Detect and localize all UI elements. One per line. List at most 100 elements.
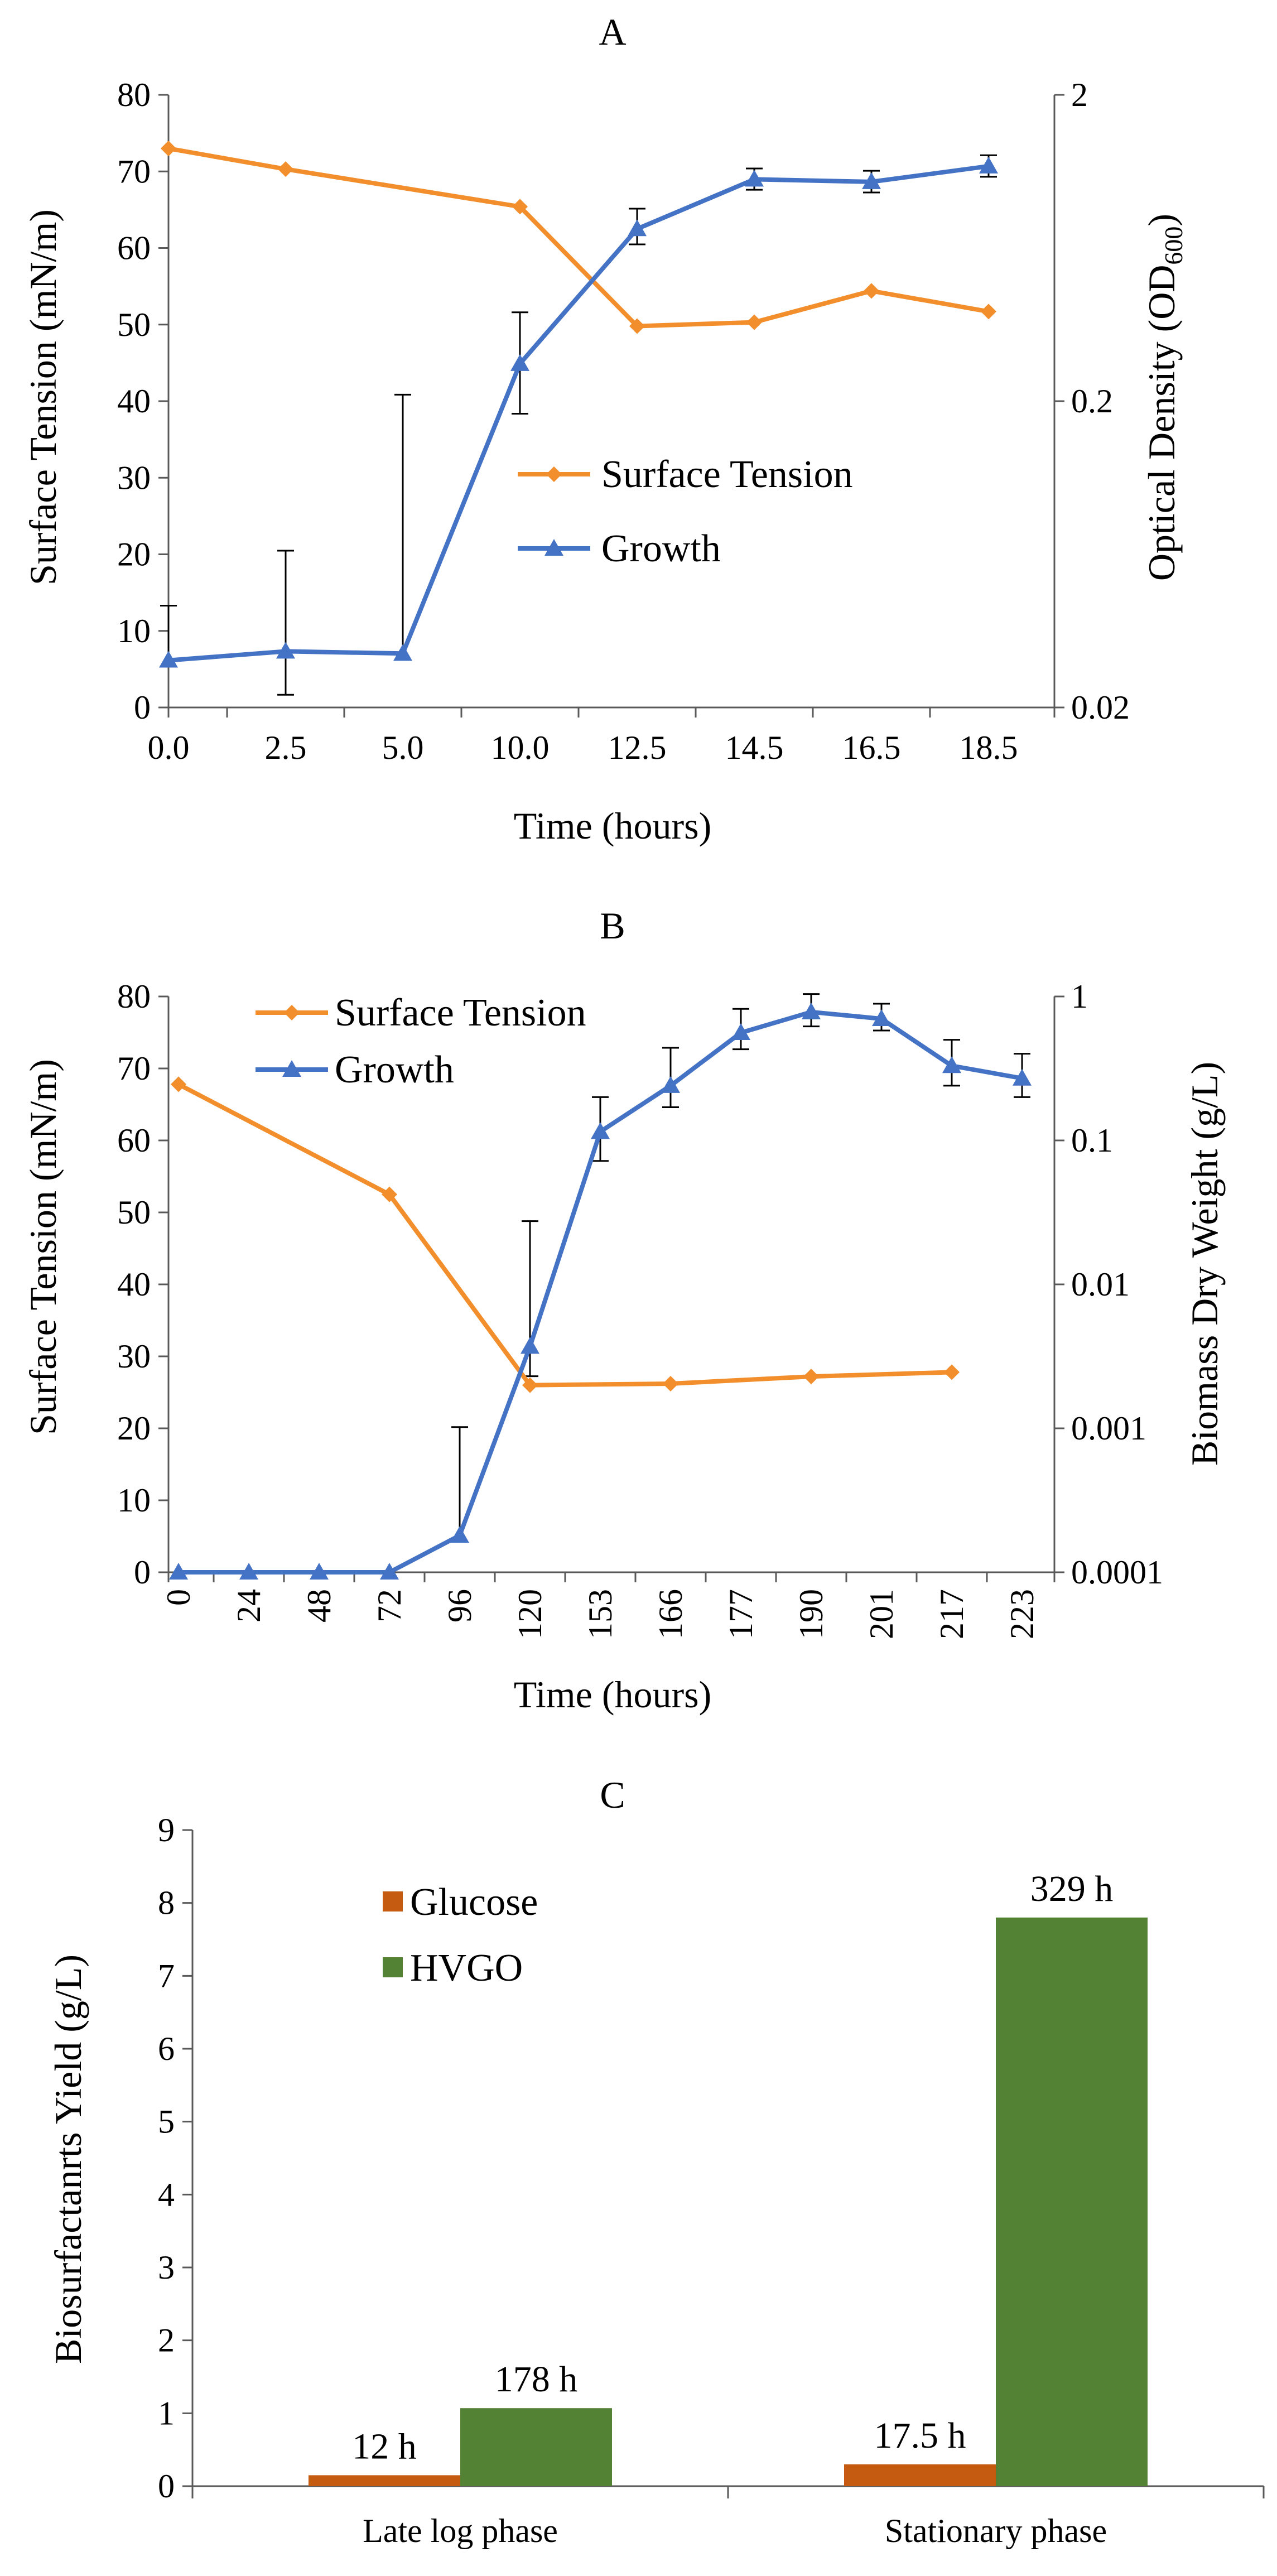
x-tick-label-5-0: 5.0 [382,729,424,766]
y-tick-label-4: 4 [158,2176,175,2213]
surface-tension-point-18-5 [981,304,996,320]
surface-tension-point-0-0 [161,141,176,157]
panel-b-legend-growth: Growth [256,1048,454,1091]
panel-b-y-right-title: Biomass Dry Weight (g/L) [1183,1062,1226,1466]
surface-tension-point-2-5 [278,161,293,177]
surface-tension-point-12-5 [629,318,645,334]
y-right-tick-label-0-001: 0.001 [1071,1410,1146,1447]
x-tick-label-217: 217 [933,1589,970,1639]
x-tick-label-24: 24 [230,1589,267,1622]
legend-swatch-hvgo [383,1957,403,1977]
x-tick-label-0-0: 0.0 [148,729,190,766]
bar-label-hvgo-late-log-phase: 178 h [495,2359,578,2400]
x-tick-label-14-5: 14.5 [725,729,784,766]
panel-a-legend-surface-tension: Surface Tension [518,453,853,496]
y-left-tick-label-50: 50 [117,306,151,343]
growth-line [168,163,989,663]
growth-point-12-5 [628,219,647,237]
y-right-tick-label-0-02: 0.02 [1071,689,1130,726]
y-left-tick-label-10: 10 [117,1482,151,1519]
growth-point-223 [1013,1068,1032,1086]
bar-glucose-late-log-phase [309,2475,460,2486]
growth-point-190 [802,1002,821,1019]
y-tick-label-8: 8 [158,1885,175,1922]
surface-tension-point-120 [522,1377,538,1393]
panel-c-title: C [600,1774,625,1816]
x-tick-label-177: 177 [722,1589,759,1639]
panel-b-left-axis: 0 10 20 30 40 50 60 70 80 [117,978,170,1591]
panel-a-left-axis: 0 10 20 30 40 50 60 70 80 [117,76,170,726]
legend-triangle-marker [544,539,563,556]
surface-tension-point-0 [171,1076,186,1092]
x-tick-label-223: 223 [1004,1589,1040,1639]
growth-point-96 [450,1526,469,1543]
y-right-tick-label-0-0001: 0.0001 [1071,1554,1163,1591]
panel-c-legend-hvgo: HVGO [383,1947,523,1990]
panel-c-legend: Glucose HVGO [383,1881,538,1990]
growth-point-201 [872,1009,891,1026]
growth-point-72 [380,1563,399,1580]
panel-a-y-right-title-main: Optical Density (OD [1140,265,1183,581]
y-left-tick-label-40: 40 [117,383,151,420]
x-tick-label-96: 96 [441,1589,478,1622]
x-tick-label-2-5: 2.5 [265,729,307,766]
panel-b-x-axis-title: Time (hours) [514,1673,712,1716]
growth-point-14-5 [745,170,764,187]
x-tick-label-12-5: 12.5 [608,729,667,766]
legend-label-surface-tension: Surface Tension [601,453,853,496]
surface-tension-point-16-5 [864,283,879,299]
y-left-tick-label-70: 70 [117,1050,151,1087]
x-tick-label-120: 120 [512,1589,548,1639]
panel-b-y-left-title: Surface Tension (mN/m) [22,1059,64,1435]
panel-b-right-axis: 0.0001 0.001 0.01 0.1 1 [1053,978,1163,1591]
x-tick-label-153: 153 [582,1589,619,1639]
y-right-tick-label-1: 1 [1071,978,1088,1015]
y-tick-label-7: 7 [158,1957,175,1994]
panel-a-right-axis: 0.02 0.2 2 [1053,76,1130,726]
y-right-tick-label-0-2: 0.2 [1071,383,1113,420]
y-left-tick-label-0: 0 [134,1554,151,1591]
y-tick-label-9: 9 [158,1812,175,1848]
legend-diamond-marker [546,466,562,482]
panel-a-y-right-title-close: ) [1140,214,1183,227]
growth-point-16-5 [862,172,881,189]
legend-swatch-glucose [383,1891,403,1911]
panel-a-x-axis: 0.0 2.5 5.0 10.0 12.5 14.5 16.5 18.5 [148,706,1056,766]
panel-b-legend-surface-tension: Surface Tension [256,991,586,1034]
growth-point-166 [661,1076,680,1093]
x-category-label-late-log-phase: Late log phase [363,2512,558,2549]
bar-hvgo-stationary-phase [996,1917,1148,2486]
y-tick-label-6: 6 [158,2030,175,2067]
bar-label-hvgo-stationary-phase: 329 h [1030,1869,1114,1909]
legend-label-hvgo: HVGO [410,1947,523,1990]
y-left-tick-label-40: 40 [117,1266,151,1303]
growth-point-0-0 [159,651,178,668]
x-category-label-stationary-phase: Stationary phase [885,2512,1107,2549]
panel-b-markers [169,1002,1032,1580]
panel-a-legend-growth: Growth [518,527,721,570]
legend-triangle-marker [282,1060,301,1077]
y-left-tick-label-60: 60 [117,1122,151,1159]
growth-point-177 [731,1023,750,1040]
surface-tension-point-190 [803,1369,819,1385]
growth-point-24 [239,1563,258,1580]
bar-hvgo-late-log-phase [460,2408,612,2486]
legend-label-growth: Growth [601,527,721,570]
y-right-tick-label-0-1: 0.1 [1071,1122,1113,1159]
y-left-tick-label-30: 30 [117,459,151,496]
x-tick-label-18-5: 18.5 [960,729,1018,766]
y-left-tick-label-10: 10 [117,613,151,649]
bar-label-glucose-stationary-phase: 17.5 h [874,2415,966,2456]
bar-glucose-stationary-phase [844,2464,996,2486]
growth-point-5-0 [393,644,412,661]
y-left-tick-label-70: 70 [117,153,151,190]
y-left-tick-label-50: 50 [117,1194,151,1231]
y-right-tick-label-0-01: 0.01 [1071,1266,1130,1303]
y-tick-label-0: 0 [158,2468,175,2505]
x-tick-label-72: 72 [371,1589,408,1622]
panel-a-x-axis-title: Time (hours) [514,805,712,847]
panel-c-legend-glucose: Glucose [383,1881,538,1924]
legend-label-surface-tension: Surface Tension [335,991,586,1034]
panel-c-y-axis-title: Biosurfactanrts Yield (g/L) [47,1954,89,2364]
